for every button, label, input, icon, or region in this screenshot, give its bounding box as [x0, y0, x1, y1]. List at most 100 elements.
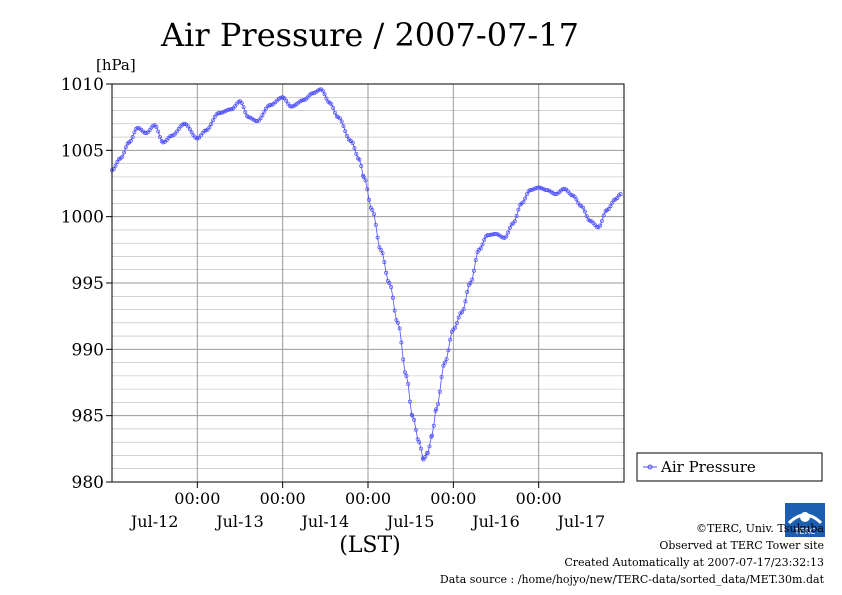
data-point	[412, 417, 417, 422]
data-point	[465, 290, 470, 294]
data-point	[478, 246, 483, 251]
data-point	[434, 407, 439, 411]
data-point	[514, 213, 519, 218]
data-point	[156, 129, 161, 134]
data-point	[521, 200, 526, 204]
grid-lines	[112, 84, 624, 482]
data-point	[439, 374, 444, 379]
data-point	[132, 130, 137, 135]
data-point	[382, 260, 387, 265]
data-point	[262, 109, 267, 114]
data-point	[404, 373, 409, 378]
data-point	[536, 185, 541, 190]
x-tick-date-label: Jul-16	[470, 512, 520, 531]
data-point	[572, 194, 577, 199]
data-point	[504, 234, 509, 239]
data-point	[494, 231, 498, 236]
data-point	[389, 285, 394, 290]
data-point	[123, 145, 128, 150]
data-point	[553, 192, 558, 197]
data-point	[485, 233, 490, 238]
data-point	[198, 133, 203, 138]
data-point	[299, 98, 304, 103]
data-point	[598, 223, 603, 228]
data-point	[528, 188, 533, 193]
logo-text: TERC	[794, 527, 816, 536]
footer-copyright: ©TERC, Univ. Tsukuba	[695, 522, 824, 535]
data-point	[361, 174, 366, 179]
data-point	[359, 164, 364, 168]
data-point	[331, 106, 336, 110]
data-point	[480, 242, 485, 247]
data-point	[408, 399, 412, 404]
x-axis-label: (LST)	[339, 533, 401, 558]
data-point	[211, 118, 215, 123]
data-point	[512, 219, 517, 224]
data-point	[380, 251, 385, 256]
y-axis-ticks: 980 985 990 995 1000 1005 1010	[61, 75, 112, 493]
data-point	[384, 270, 389, 275]
x-tick-date-label: Jul-15	[385, 512, 435, 531]
data-point	[158, 135, 162, 139]
data-point	[350, 141, 355, 145]
data-point	[427, 444, 432, 449]
data-point	[506, 230, 511, 235]
data-point	[310, 91, 315, 96]
data-point	[410, 413, 415, 418]
data-point	[415, 437, 420, 442]
data-point	[401, 357, 406, 362]
data-point	[463, 299, 468, 304]
data-point	[373, 222, 378, 227]
data-point	[545, 188, 550, 193]
data-point	[390, 295, 395, 300]
data-point	[169, 133, 174, 138]
data-point	[606, 206, 611, 211]
y-tick-label: 980	[72, 473, 104, 493]
data-point	[128, 138, 133, 143]
x-tick-date-label: Jul-14	[300, 512, 350, 531]
data-point	[419, 446, 423, 451]
series-air-pressure-layer	[110, 87, 623, 462]
x-axis-ticks: 00:00 00:00 00:00 00:00 00:00 Jul-12 Jul-13 Jul…	[129, 482, 605, 531]
y-tick-label: 1000	[61, 208, 104, 228]
data-point	[562, 186, 567, 191]
chart-title: Air Pressure / 2007-07-17	[160, 16, 579, 54]
data-point	[367, 197, 372, 202]
data-point	[284, 98, 289, 103]
data-point	[468, 281, 473, 285]
data-point	[243, 110, 248, 115]
data-point	[209, 122, 214, 126]
data-point	[574, 197, 579, 202]
data-point	[216, 111, 221, 116]
x-tick-time-label: 00:00	[174, 489, 220, 508]
data-point	[618, 192, 623, 197]
data-point	[260, 113, 265, 118]
data-point	[135, 125, 140, 130]
data-point	[516, 207, 521, 212]
data-point	[147, 128, 152, 133]
data-point	[608, 204, 613, 209]
data-point	[529, 187, 534, 192]
data-point	[423, 455, 428, 459]
data-point	[436, 402, 440, 407]
x-tick-date-label: Jul-13	[214, 512, 264, 531]
data-point	[322, 92, 327, 97]
data-point	[430, 433, 434, 438]
data-point	[267, 103, 272, 108]
data-point	[255, 119, 260, 124]
data-point	[220, 110, 225, 115]
data-point	[180, 122, 185, 127]
data-point	[357, 157, 362, 162]
legend-box	[636, 452, 823, 482]
data-point	[397, 326, 402, 331]
data-point	[441, 363, 446, 368]
data-point	[431, 423, 436, 428]
data-point	[587, 218, 592, 223]
y-tick-label: 1005	[61, 141, 104, 161]
data-point	[487, 233, 492, 238]
data-point	[320, 88, 325, 93]
y-tick-label: 985	[72, 407, 104, 427]
footer-source: Data source : /home/hojyo/new/TERC-data/…	[439, 573, 824, 586]
data-point	[507, 225, 512, 230]
data-point	[453, 325, 458, 330]
